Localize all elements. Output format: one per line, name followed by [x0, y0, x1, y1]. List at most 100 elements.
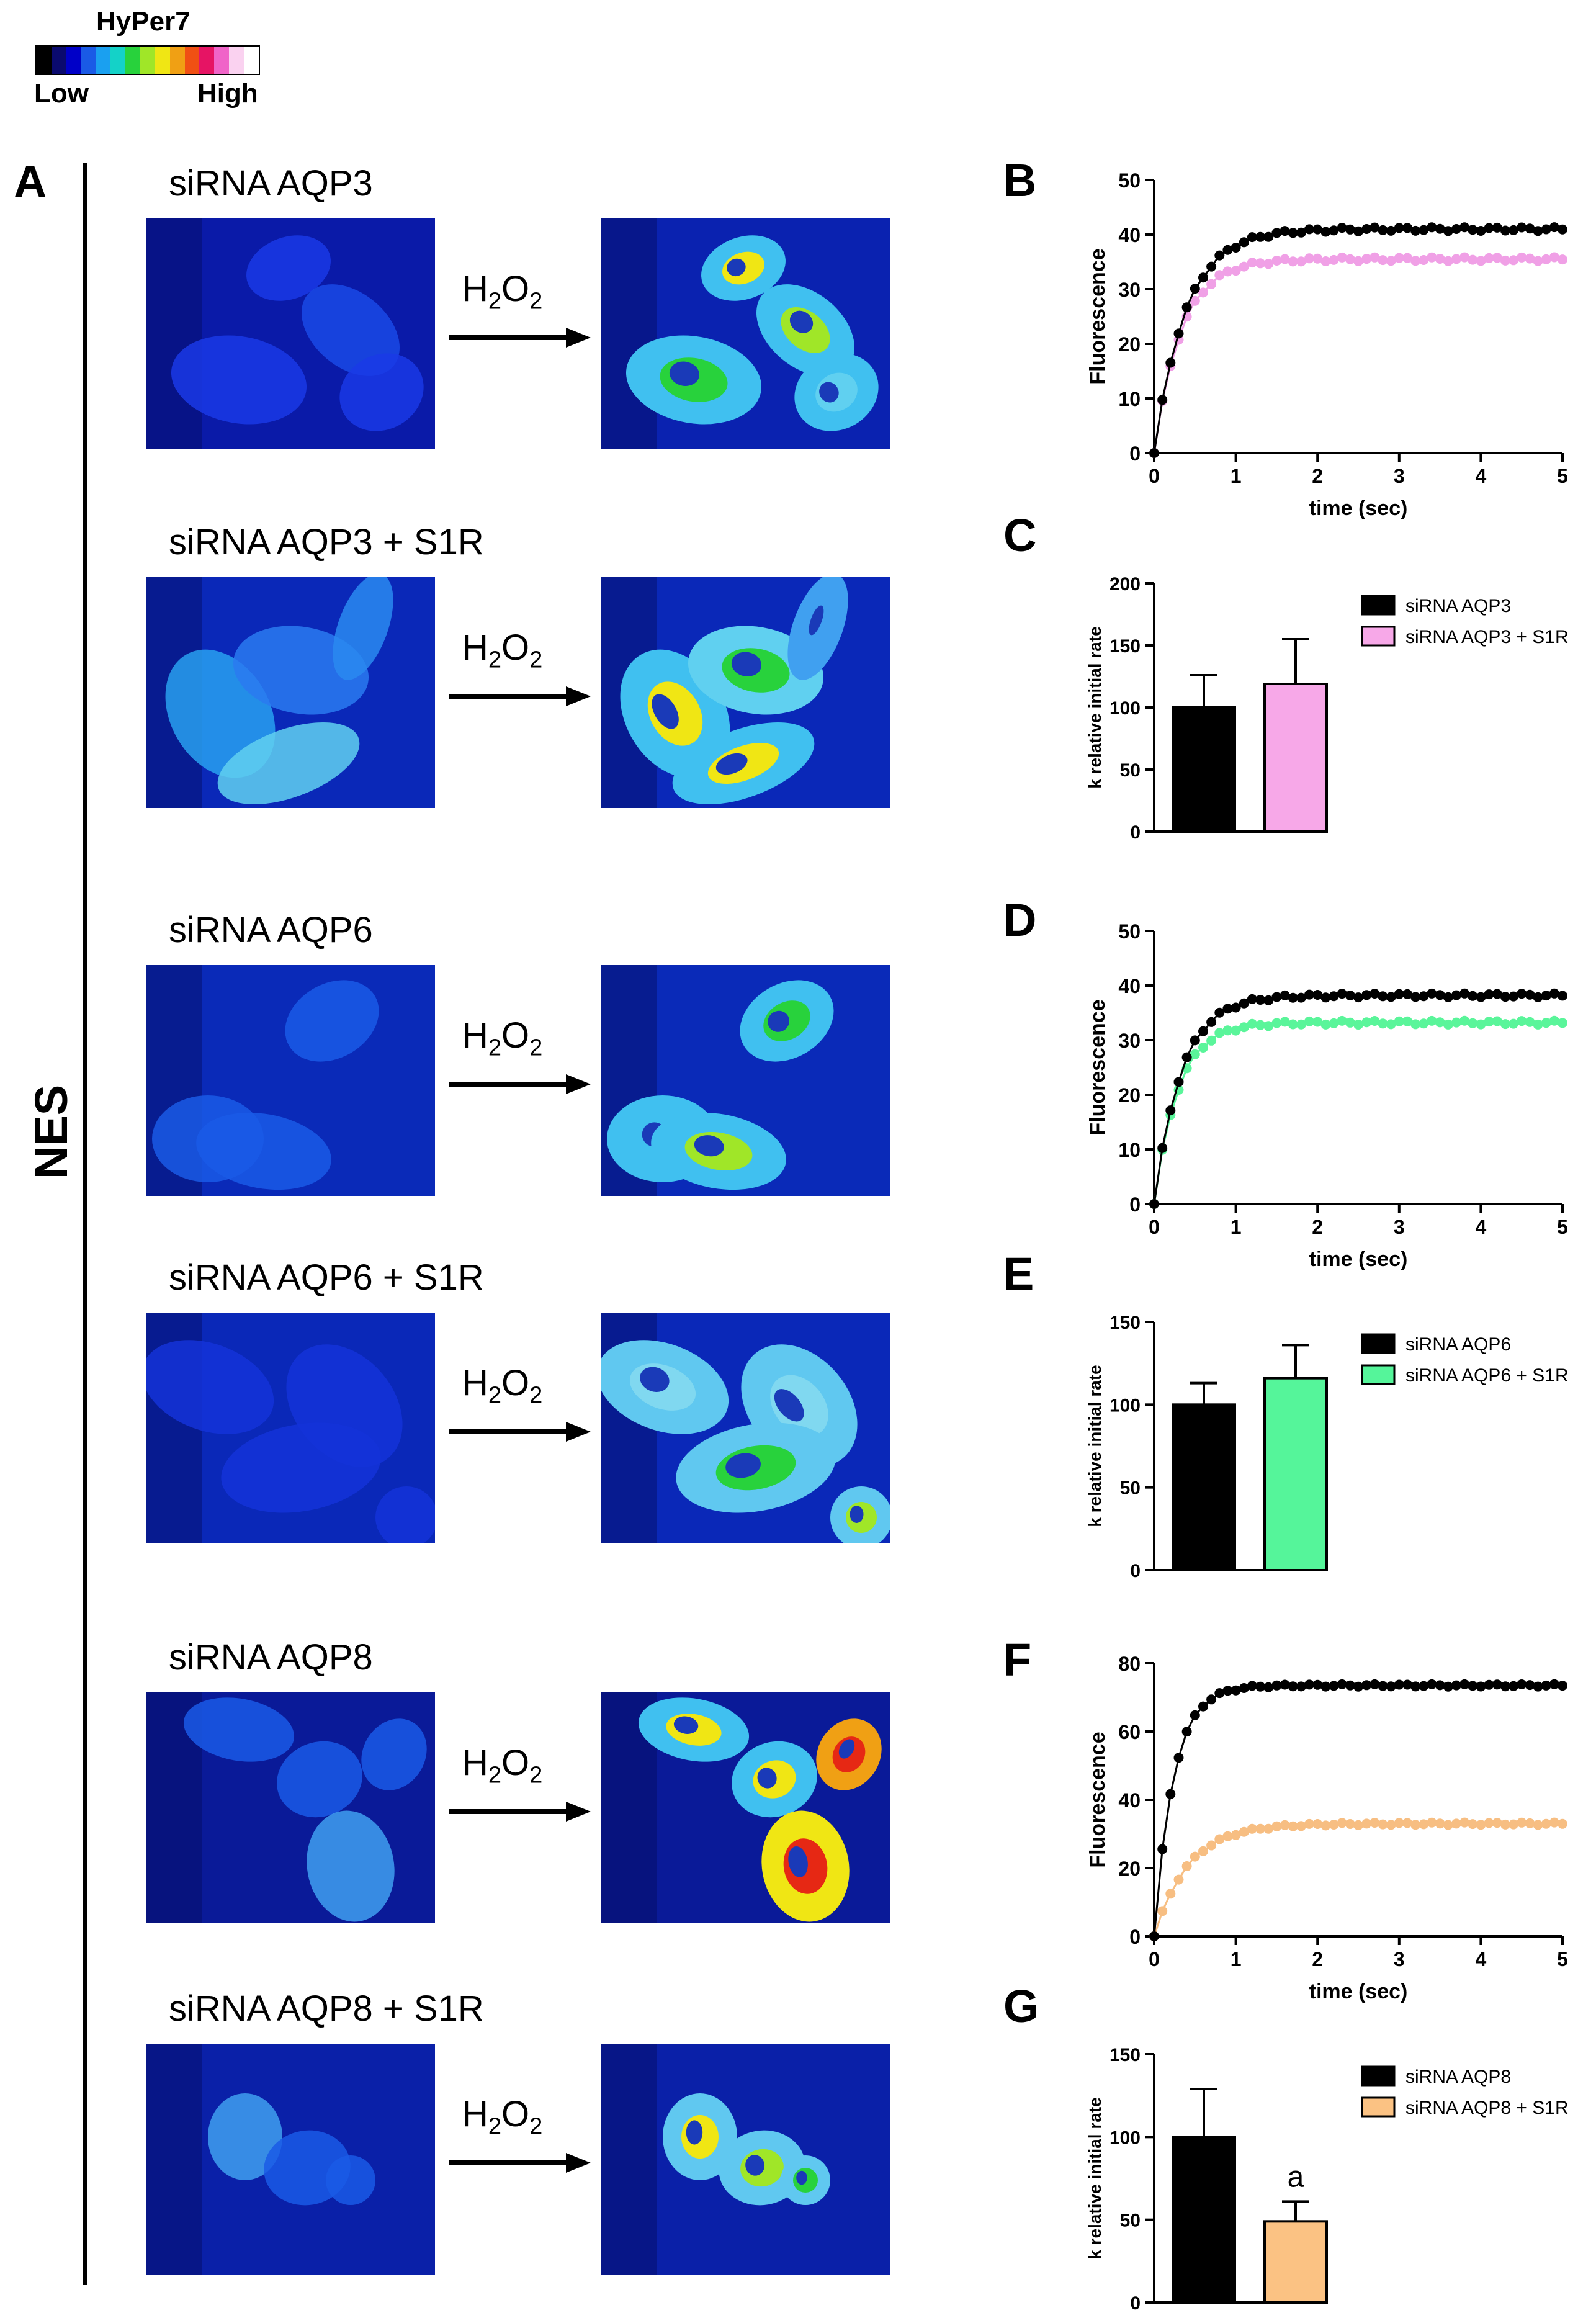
- data-point: [1353, 1020, 1363, 1030]
- data-point: [1255, 1823, 1266, 1834]
- data-point: [1255, 995, 1266, 1005]
- data-point: [1263, 1682, 1274, 1692]
- legend-label: siRNA AQP8: [1405, 2067, 1511, 2087]
- data-point: [1451, 1818, 1461, 1829]
- colorbar-swatch: [229, 47, 244, 74]
- data-point: [1198, 287, 1208, 298]
- data-point: [1181, 302, 1192, 313]
- colorbar-swatch: [169, 47, 185, 74]
- data-point: [1263, 231, 1274, 242]
- data-point: [1239, 237, 1249, 248]
- data-point: [1345, 1017, 1355, 1028]
- data-point: [1451, 224, 1461, 234]
- data-point: [1533, 992, 1543, 1002]
- y-tick-label: 50: [1120, 760, 1141, 781]
- y-axis-label: k relative initial rate: [1085, 2097, 1105, 2259]
- data-point: [1394, 253, 1404, 263]
- data-point: [1149, 448, 1159, 458]
- data-point: [1427, 1679, 1437, 1689]
- data-point: [1476, 1681, 1486, 1692]
- data-point: [1206, 1694, 1217, 1705]
- colorbar-swatch: [244, 47, 259, 74]
- h2o2-sub-1: 2: [488, 2113, 502, 2140]
- data-point: [1206, 261, 1217, 272]
- data-point: [1345, 991, 1355, 1000]
- data-point: [1427, 252, 1437, 263]
- data-point: [1329, 254, 1339, 265]
- y-tick-label: 60: [1118, 1721, 1141, 1743]
- x-tick-label: 2: [1312, 1948, 1323, 1970]
- data-point: [1165, 357, 1176, 368]
- cell-image-after-h2o2: [601, 1313, 890, 1543]
- data-point: [1222, 245, 1233, 255]
- data-point: [1386, 992, 1396, 1002]
- data-point: [1435, 1680, 1445, 1691]
- y-tick-label: 20: [1118, 333, 1141, 356]
- data-point: [1222, 1004, 1233, 1014]
- data-point: [1525, 1818, 1535, 1828]
- h2o2-label: H2O2: [462, 1362, 542, 1409]
- h2o2-sub-1: 2: [488, 1035, 502, 1061]
- cell-image-after-h2o2: [601, 218, 890, 449]
- y-tick-label: 30: [1118, 279, 1141, 301]
- data-point: [1525, 253, 1535, 264]
- data-point: [1370, 252, 1380, 263]
- data-point: [1402, 1818, 1412, 1828]
- y-tick-label: 80: [1118, 1653, 1141, 1675]
- y-tick-label: 0: [1130, 1561, 1141, 1581]
- data-point: [1484, 253, 1494, 263]
- data-point: [1361, 1680, 1372, 1691]
- arrow-icon: [449, 328, 591, 348]
- data-point: [1263, 259, 1274, 269]
- data-point: [1337, 1015, 1347, 1026]
- colorbar-swatch: [81, 47, 96, 74]
- data-point: [1190, 1035, 1200, 1046]
- data-point: [1181, 1052, 1192, 1062]
- data-point: [1304, 1016, 1314, 1026]
- legend-swatch: [1361, 626, 1396, 647]
- colorbar-swatch: [96, 47, 111, 74]
- legend-label: siRNA AQP3 + S1R: [1405, 627, 1569, 647]
- data-point: [1206, 1840, 1217, 1851]
- h2o2-o: O: [501, 1363, 530, 1403]
- data-point: [1484, 1679, 1494, 1690]
- chart-d-fluorescence: 0 10 20 30 40 50 0 1 2 3 4 5 time (sec) Fluorescence: [1080, 919, 1576, 1271]
- h2o2-h: H: [462, 1015, 488, 1056]
- data-point: [1443, 992, 1453, 1002]
- data-point: [1509, 1018, 1518, 1029]
- data-point: [1296, 1681, 1306, 1692]
- y-axis-label: Fluorescence: [1086, 248, 1110, 384]
- y-axis-label: Fluorescence: [1086, 999, 1110, 1135]
- data-point: [1361, 254, 1372, 264]
- data-point: [1255, 1020, 1266, 1030]
- data-point: [1468, 991, 1478, 1001]
- row-label: siRNA AQP8 + S1R: [169, 1988, 484, 2029]
- data-point: [1558, 224, 1567, 235]
- h2o2-sub-2: 2: [529, 1382, 543, 1409]
- data-point: [1386, 1019, 1396, 1030]
- x-axis-label: time (sec): [1309, 1247, 1408, 1271]
- h2o2-o: O: [501, 627, 530, 668]
- data-point: [1435, 254, 1445, 264]
- h2o2-h: H: [462, 2094, 488, 2134]
- y-tick-label: 30: [1118, 1030, 1141, 1052]
- chart-f-fluorescence: 0 20 40 60 80 0 1 2 3 4 5 time (sec) Fluorescence: [1080, 1651, 1576, 2003]
- h2o2-sub-2: 2: [529, 1035, 543, 1061]
- data-point: [1370, 1679, 1380, 1689]
- data-point: [1312, 224, 1323, 235]
- data-point: [1427, 222, 1437, 233]
- data-point: [1247, 1681, 1257, 1691]
- data-point: [1173, 1753, 1184, 1763]
- data-point: [1288, 1821, 1298, 1831]
- data-point: [1419, 255, 1429, 265]
- data-point: [1206, 1017, 1217, 1027]
- x-tick-label: 5: [1557, 465, 1568, 487]
- x-tick-label: 0: [1149, 1948, 1160, 1970]
- data-point: [1410, 992, 1421, 1002]
- data-point: [1435, 223, 1445, 234]
- legend-swatch: [1361, 595, 1396, 616]
- data-point: [1402, 223, 1412, 233]
- h2o2-label: H2O2: [462, 1015, 542, 1062]
- data-point: [1198, 1701, 1208, 1712]
- y-tick-label: 50: [1120, 1478, 1141, 1499]
